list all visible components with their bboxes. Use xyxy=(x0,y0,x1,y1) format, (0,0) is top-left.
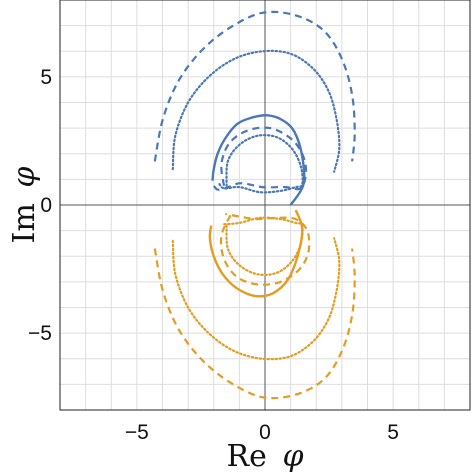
x-axis-title-roman: Re xyxy=(227,439,267,474)
series-blue-dotted-4 xyxy=(171,49,341,173)
y-axis-title-roman: Im xyxy=(7,203,42,243)
series-orange-dotted-9 xyxy=(171,237,341,361)
x-tick-label: 0 xyxy=(259,421,271,444)
series-blue-dotted-2 xyxy=(217,133,304,194)
x-axis-title: Re φ xyxy=(227,439,304,474)
series-orange-dotted-7 xyxy=(222,216,304,277)
series-blue-dashed-3 xyxy=(153,10,356,162)
tick-labels: −5 0 5 −5 0 5 xyxy=(28,66,399,444)
series-orange-dashed-6 xyxy=(219,212,311,286)
x-axis-title-symbol: φ xyxy=(282,439,303,474)
y-tick-label: 0 xyxy=(40,194,52,217)
x-tick-label: 5 xyxy=(387,421,399,444)
x-tick-label: −5 xyxy=(125,421,149,444)
series-blue-solid-0 xyxy=(211,114,306,206)
y-tick-label: −5 xyxy=(28,322,52,345)
series-orange-dashed-8 xyxy=(153,248,356,400)
y-tick-label: 5 xyxy=(40,66,52,89)
plot-frame xyxy=(59,0,471,411)
series-blue-dashed-1 xyxy=(212,126,308,191)
y-axis-title-symbol: φ xyxy=(7,167,42,188)
series-group xyxy=(153,10,356,400)
y-axis-title: Im φ xyxy=(7,167,42,244)
